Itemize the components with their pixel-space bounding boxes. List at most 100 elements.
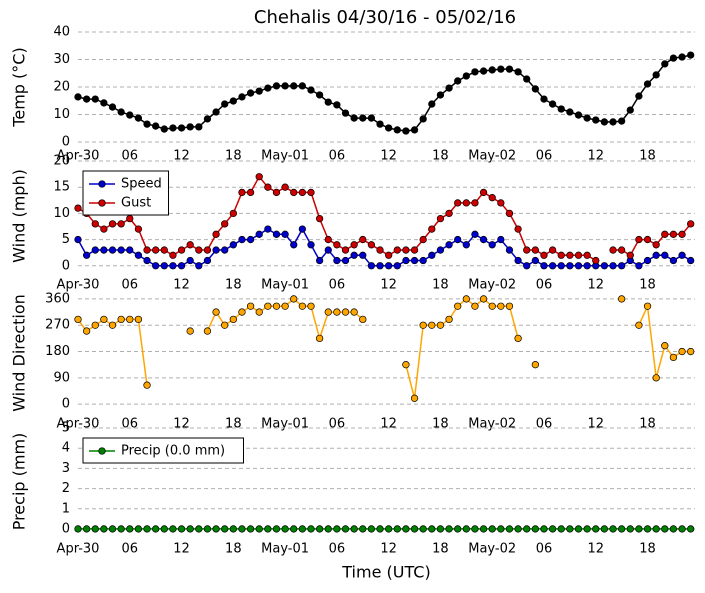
data-point: [255, 230, 263, 238]
y-axis-label: Wind Direction: [10, 294, 29, 412]
x-tick-label: May-01: [261, 278, 309, 293]
data-point: [307, 525, 315, 533]
data-point: [229, 315, 237, 324]
data-point: [385, 525, 393, 533]
data-point: [229, 525, 237, 533]
data-point: [410, 394, 419, 402]
data-point: [488, 241, 496, 249]
data-point: [307, 86, 315, 94]
data-point: [531, 525, 540, 533]
data-point: [91, 220, 99, 228]
data-point: [359, 251, 367, 259]
data-point: [523, 262, 531, 270]
data-point: [272, 188, 281, 197]
y-tick-label: 10: [53, 107, 70, 122]
x-tick-label: Apr-30: [57, 542, 100, 557]
data-point: [160, 262, 168, 270]
data-line: [77, 175, 692, 262]
legend-label: Gust: [121, 196, 151, 211]
data-point: [523, 525, 531, 533]
data-point: [540, 525, 548, 533]
data-point: [618, 295, 626, 303]
data-point: [367, 262, 376, 270]
y-tick-label: 4: [62, 441, 70, 456]
data-point: [618, 117, 626, 125]
data-point: [635, 235, 643, 244]
data-point: [203, 246, 212, 254]
data-point: [410, 525, 419, 533]
x-tick-label: 06: [122, 542, 139, 557]
data-point: [566, 108, 574, 116]
data-point: [566, 525, 574, 533]
data-point: [583, 114, 591, 122]
x-tick-label: 18: [432, 417, 449, 432]
x-tick-label: 12: [380, 149, 397, 164]
data-point: [341, 308, 350, 316]
data-point: [609, 246, 617, 254]
data-point: [134, 114, 143, 122]
data-point: [514, 525, 522, 533]
data-point: [264, 225, 272, 233]
data-point: [609, 262, 617, 270]
y-tick-label: 360: [45, 291, 70, 306]
data-point: [350, 114, 358, 122]
data-point: [281, 525, 289, 533]
data-point: [315, 525, 324, 533]
data-point: [203, 525, 212, 533]
data-point: [618, 525, 626, 533]
x-tick-label: 06: [536, 278, 553, 293]
data-point: [626, 251, 634, 259]
data-point: [169, 251, 177, 259]
data-point: [367, 525, 376, 533]
x-tick-label: May-02: [468, 542, 516, 557]
data-point: [566, 251, 574, 259]
data-point: [91, 321, 99, 329]
data-point: [505, 302, 514, 310]
data-point: [531, 256, 540, 265]
data-point: [428, 225, 436, 233]
data-point: [126, 214, 134, 223]
data-point: [454, 235, 462, 244]
data-point: [238, 525, 246, 533]
x-tick-label: 06: [329, 149, 346, 164]
x-tick-label: Apr-30: [57, 149, 100, 164]
data-point: [505, 209, 514, 218]
data-point: [307, 302, 315, 310]
x-tick-label: 18: [225, 542, 242, 557]
y-tick-label: 90: [53, 370, 70, 385]
data-point: [221, 321, 229, 329]
data-point: [212, 308, 220, 316]
data-point: [436, 214, 445, 223]
data-point: [108, 103, 117, 111]
data-point: [402, 256, 410, 265]
data-point: [126, 111, 134, 119]
data-point: [687, 51, 695, 59]
data-point: [315, 91, 324, 99]
data-point: [410, 126, 419, 134]
x-tick-label: 18: [639, 149, 656, 164]
data-point: [652, 525, 660, 533]
data-point: [609, 118, 617, 126]
data-point: [108, 321, 117, 329]
y-tick-label: 180: [45, 344, 70, 359]
data-point: [160, 125, 168, 133]
data-point: [91, 246, 99, 254]
data-point: [82, 251, 91, 259]
data-point: [462, 241, 470, 249]
data-point: [626, 106, 634, 114]
data-point: [548, 100, 557, 108]
data-point: [186, 256, 194, 265]
data-point: [687, 220, 695, 228]
data-point: [661, 342, 669, 350]
data-point: [272, 302, 281, 310]
data-point: [376, 246, 384, 254]
data-point: [281, 230, 289, 238]
data-point: [195, 246, 203, 254]
data-point: [505, 525, 514, 533]
data-point: [462, 72, 470, 80]
data-point: [635, 321, 643, 329]
data-point: [419, 525, 427, 533]
data-point: [661, 60, 669, 68]
data-point: [238, 93, 246, 101]
data-point: [497, 235, 505, 244]
